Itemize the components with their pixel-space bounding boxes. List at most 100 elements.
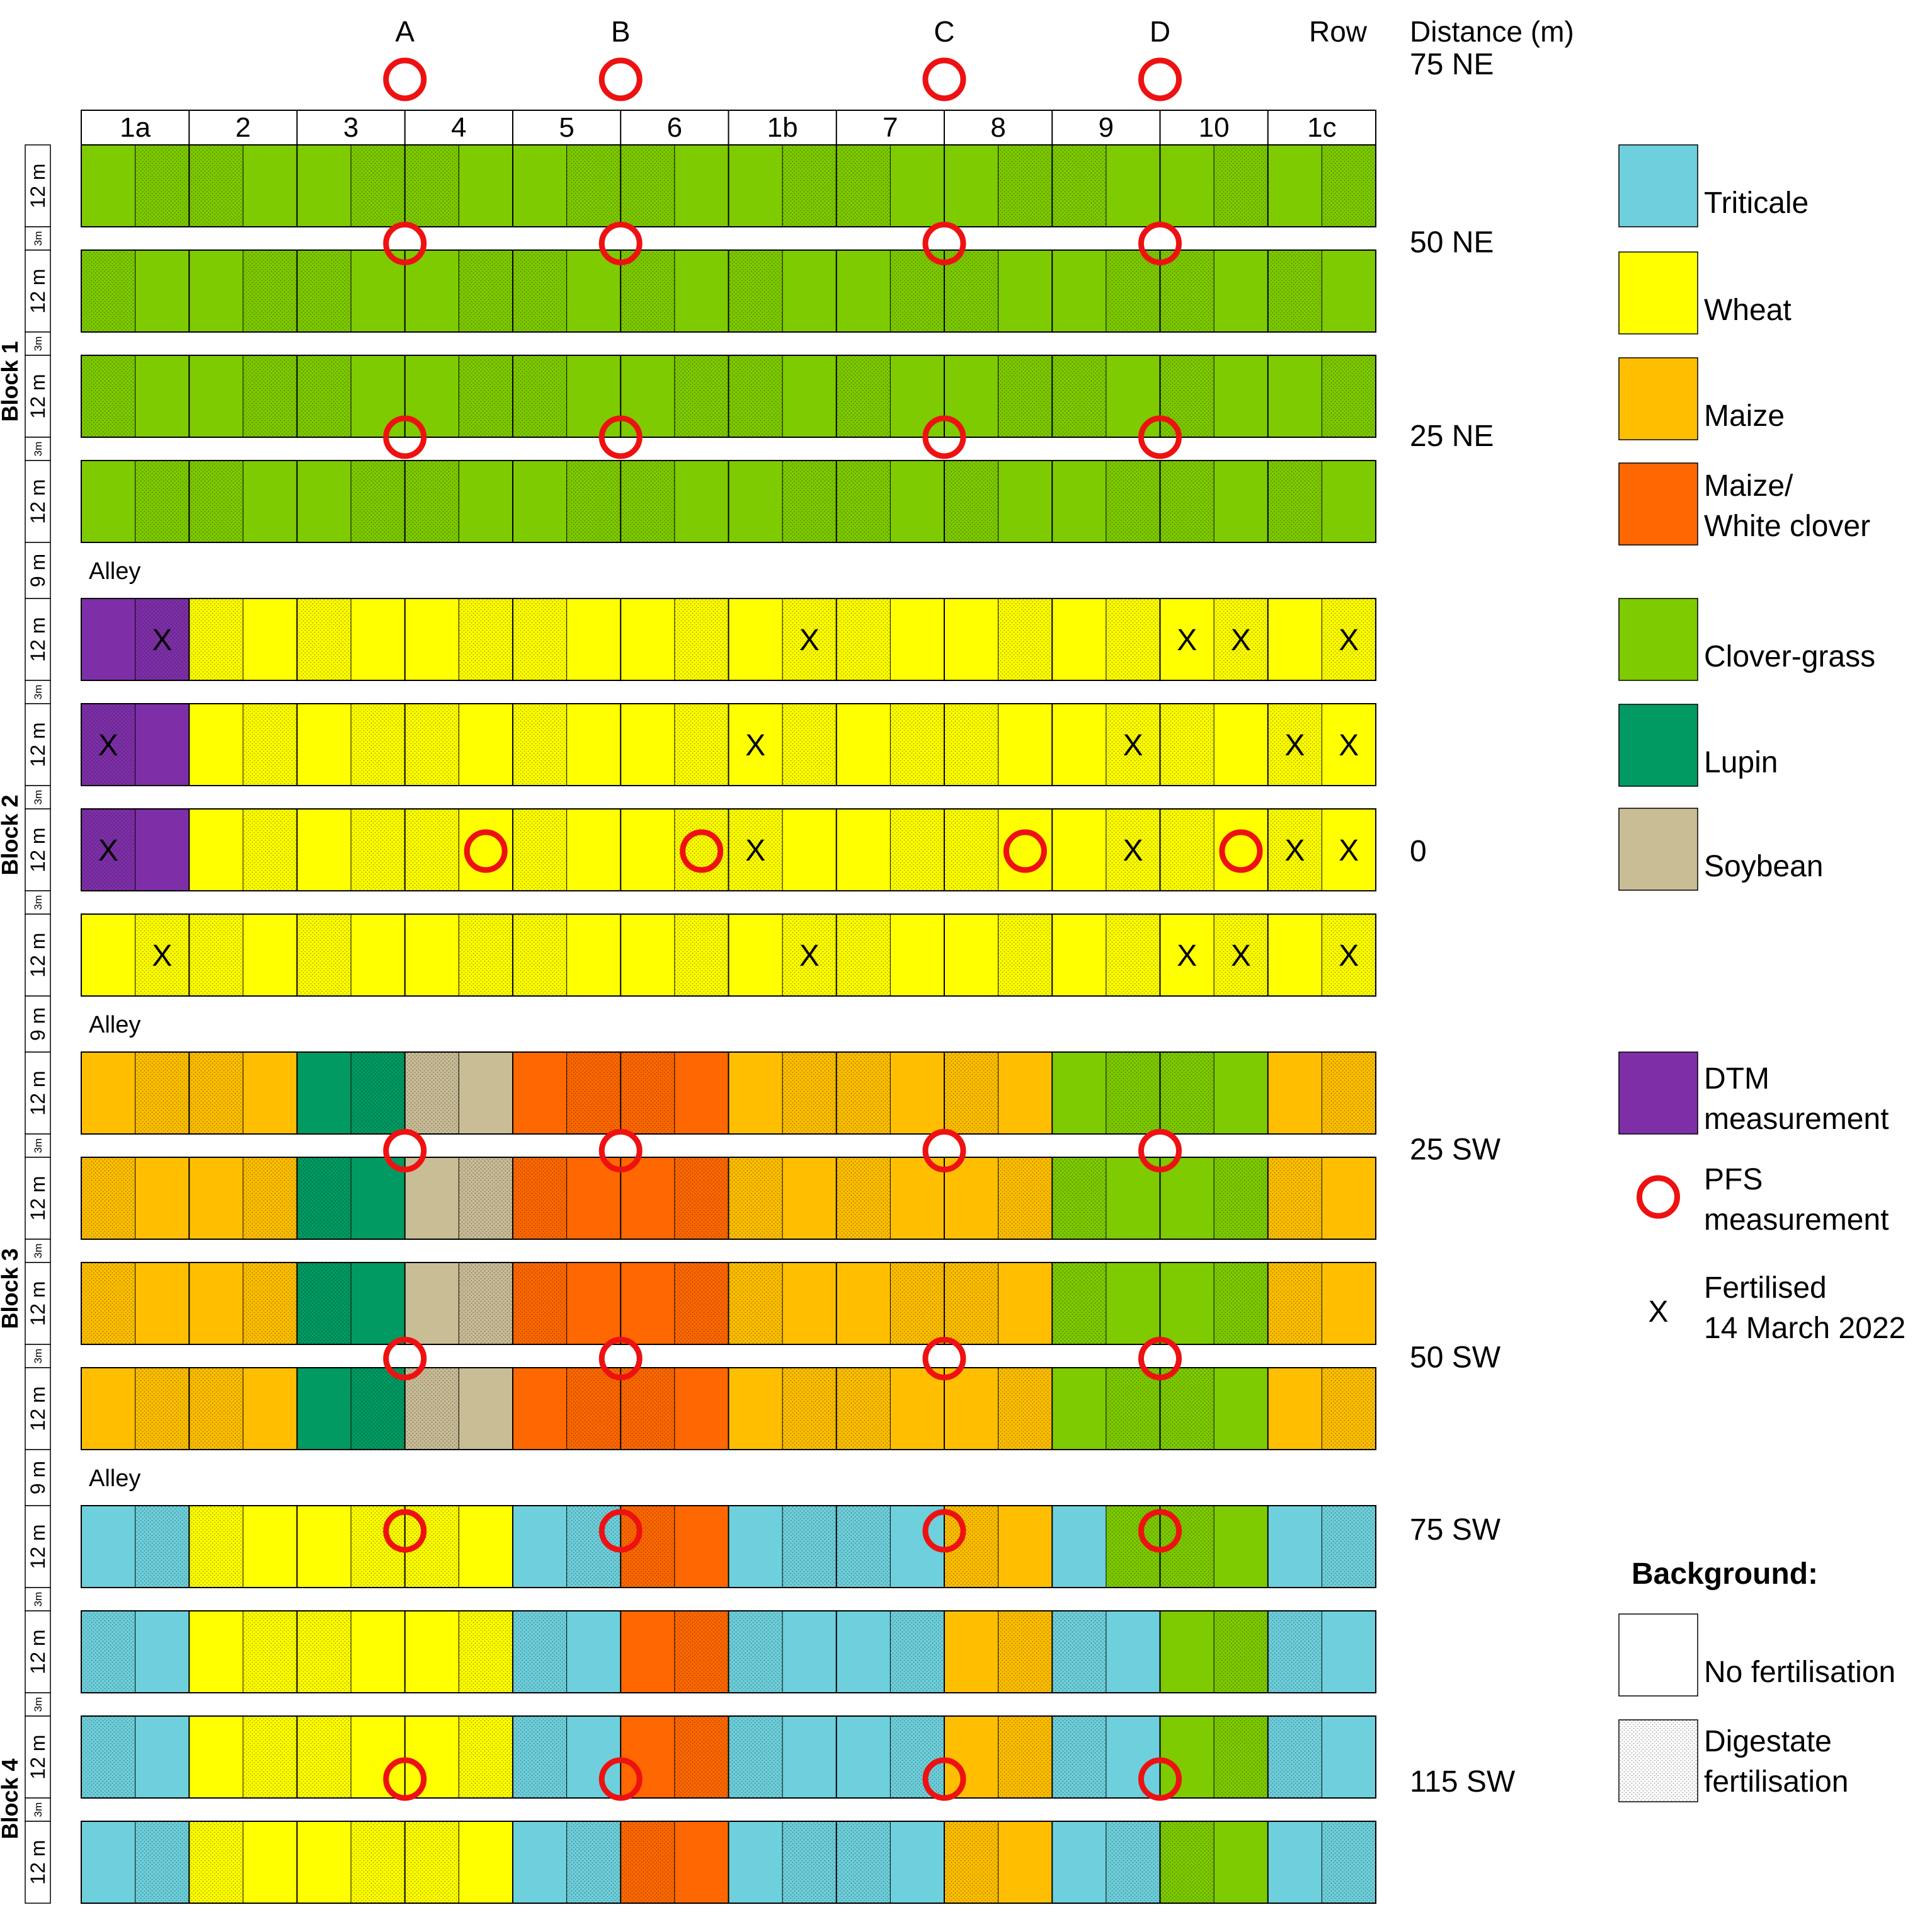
plot-cell [81,461,135,542]
row-header-label: Row [1309,15,1368,48]
plot-cell [404,1716,459,1798]
side-scale-label: 12 m [26,1840,49,1884]
digestate-pattern [674,1716,729,1798]
plot-cell [351,1157,405,1239]
legend-swatch-M [1618,357,1698,440]
legend-swatch-dtm [1618,1051,1698,1135]
plot-cell [459,1821,513,1903]
plot-cell [1160,914,1215,996]
column-label-6: 6 [667,112,682,143]
plot-cell [1322,250,1376,332]
side-scale-label: 12 m [26,722,49,767]
digestate-pattern [351,1821,405,1903]
plot-cell [944,1157,998,1239]
digestate-pattern [243,1716,297,1798]
digestate-pattern [782,914,837,996]
fertilised-mark: X [1339,834,1359,867]
plot-cell [297,1052,352,1134]
plot-cell [1214,1821,1268,1903]
plot-cell [243,1506,297,1588]
plot-cell [351,1611,405,1693]
alley-label: Alley [89,558,140,585]
plot-cell [297,1821,352,1903]
plot-cell [459,145,513,227]
side-scale-label: 3m [32,231,44,246]
plot-cell [944,355,998,437]
plot-cell [189,809,243,891]
digestate-pattern [890,704,944,786]
plot-cell [81,1506,135,1588]
digestate-pattern [782,1821,837,1903]
pfs-marker [598,1509,643,1553]
plot-cell [728,598,783,680]
plot-cell [728,461,783,542]
digestate-pattern [620,1368,675,1450]
digestate-pattern [782,1052,837,1134]
legend-swatch-digestate [1619,1720,1698,1802]
pfs-marker [598,57,643,101]
column-label-1a: 1a [120,112,151,143]
side-scale-label: 3m [32,336,44,352]
pfs-marker [1138,1129,1182,1172]
plot-cell [620,1716,675,1798]
fertilised-mark: X [745,834,765,867]
digestate-pattern [81,704,135,786]
plot-cell [1322,461,1376,542]
pfs-marker [598,222,643,265]
digestate-pattern [1160,1052,1215,1134]
digestate-pattern [1106,1368,1160,1450]
plot-cell [674,145,729,227]
plot-cell [351,598,405,680]
plot-cell [566,1262,621,1344]
plot-cell [890,1157,944,1239]
digestate-pattern [620,1052,675,1134]
digestate-pattern [1214,914,1268,996]
digestate-pattern [1160,1368,1215,1450]
plot-cell [566,809,621,891]
plot-cell [1160,598,1215,680]
plot-cell [81,914,135,996]
digestate-pattern [404,145,459,227]
legend-label: fertilisation [1704,1765,1848,1799]
fertilised-mark: X [98,834,118,867]
plot-cell [459,1368,513,1450]
side-scale-label: 12 m [26,268,49,313]
digestate-pattern [1322,355,1376,437]
plot-cell [998,1506,1053,1588]
digestate-pattern [782,704,837,786]
fertilised-mark: X [1339,624,1359,657]
plot-cell [1214,1368,1268,1450]
digestate-pattern [728,1611,783,1693]
plot-cell [890,145,944,227]
distance-label: 25 NE [1410,420,1494,453]
plot-cell [674,1368,729,1450]
distance-label: 25 SW [1410,1133,1501,1167]
side-scale-label: 3m [32,790,44,805]
plot-cell [297,145,352,227]
plot-cell [243,914,297,996]
digestate-pattern [998,1611,1053,1693]
digestate-pattern [513,1262,567,1344]
pfs-marker [383,222,427,265]
pfs-marker [1138,1757,1182,1801]
plot-cell [81,598,135,680]
side-scale-label: 12 m [26,1629,49,1674]
digestate-pattern [1322,914,1376,996]
digestate-pattern [351,145,405,227]
pfs-marker [922,222,966,265]
plot-cell [404,1262,459,1344]
column-label-10: 10 [1199,112,1230,143]
side-scale-cell [25,1449,51,1506]
plot-cell [728,914,783,996]
plot-cell [1106,1611,1160,1693]
legend-label: White clover [1704,510,1870,543]
plot-cell [566,598,621,680]
distance-label: 50 NE [1410,226,1494,260]
digestate-pattern [998,355,1053,437]
legend-label: Maize [1704,399,1785,433]
digestate-pattern [1322,145,1376,227]
digestate-pattern [1214,1716,1268,1798]
plot-cell [1214,461,1268,542]
transect-label-A: A [395,15,414,48]
digestate-pattern [620,1821,675,1903]
